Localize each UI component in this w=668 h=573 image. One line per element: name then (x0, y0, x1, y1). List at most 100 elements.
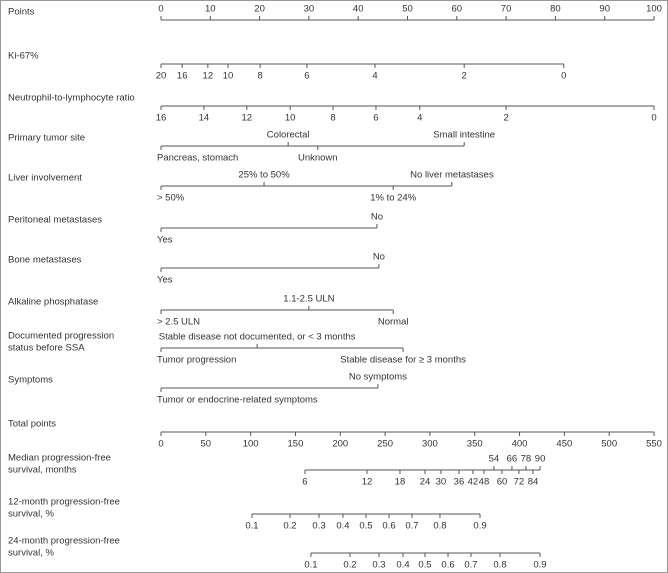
tick-label: 2 (503, 113, 508, 124)
tick-label: 0.3 (312, 521, 325, 532)
tick-label: 60 (452, 4, 463, 15)
row-name: Peritoneal metastases (8, 215, 102, 226)
tick-label: Stable disease not documented, or < 3 mo… (159, 332, 356, 343)
row-name: survival, % (8, 548, 54, 559)
tick-label: Normal (378, 317, 409, 328)
tick-label: 300 (422, 439, 438, 450)
tick-label: 80 (550, 4, 561, 15)
tick-label: 4 (372, 71, 377, 82)
tick-label: > 2.5 ULN (157, 317, 200, 328)
tick-label: 0.3 (372, 560, 385, 571)
tick-label: 10 (285, 113, 296, 124)
tick-label: 10 (205, 4, 216, 15)
tick-label: 12 (241, 113, 252, 124)
tick-label: Stable disease for ≥ 3 months (340, 355, 466, 366)
row-name: status before SSA (8, 343, 85, 354)
tick-label: No liver metastases (410, 170, 494, 181)
tick-label: 50 (402, 4, 413, 15)
tick-label: 36 (454, 477, 465, 488)
tick-label: Small intestine (433, 130, 495, 141)
tick-label: 12 (362, 477, 373, 488)
tick-label: 0.6 (382, 521, 395, 532)
tick-label: 16 (177, 71, 188, 82)
tick-label: 0.9 (533, 560, 546, 571)
tick-label: Yes (157, 275, 173, 286)
tick-label: 84 (528, 477, 539, 488)
tick-label: 0.9 (473, 521, 486, 532)
tick-label: 450 (556, 439, 572, 450)
tick-label: Tumor or endocrine-related symptoms (157, 395, 318, 406)
tick-label: 0.8 (493, 560, 506, 571)
tick-label: 0.2 (343, 560, 356, 571)
tick-label: 8 (330, 113, 335, 124)
row-name: survival, % (8, 509, 54, 520)
tick-label: 60 (497, 477, 508, 488)
tick-label: 20 (156, 71, 167, 82)
tick-label: 4 (417, 113, 422, 124)
tick-label: 0 (561, 71, 566, 82)
tick-label: 0.4 (336, 521, 349, 532)
row-name: Primary tumor site (8, 133, 85, 144)
tick-label: 8 (257, 71, 262, 82)
row-name: Bone metastases (8, 255, 82, 266)
tick-label: Tumor progression (157, 355, 236, 366)
tick-label: 78 (521, 454, 532, 465)
tick-label: No (371, 212, 383, 223)
row-name: Alkaline phosphatase (8, 297, 98, 308)
tick-label: 6 (373, 113, 378, 124)
tick-label: Colorectal (267, 130, 310, 141)
tick-label: 90 (599, 4, 610, 15)
tick-label: 40 (353, 4, 364, 15)
tick-label: 0.2 (283, 521, 296, 532)
tick-label: No (373, 252, 385, 263)
tick-label: 1.1-2.5 ULN (283, 294, 334, 305)
tick-label: 50 (201, 439, 212, 450)
tick-label: 10 (223, 71, 234, 82)
tick-label: 250 (377, 439, 393, 450)
tick-label: 0.6 (441, 560, 454, 571)
tick-label: 100 (646, 4, 662, 15)
row-name: Points (8, 7, 35, 18)
row-name: Documented progression (8, 331, 114, 342)
tick-label: 90 (535, 454, 546, 465)
tick-label: 150 (288, 439, 304, 450)
row-name: survival, months (8, 465, 77, 476)
tick-label: 42 (468, 477, 479, 488)
tick-label: 100 (243, 439, 259, 450)
tick-label: No symptoms (349, 372, 407, 383)
tick-label: 70 (501, 4, 512, 15)
tick-label: 500 (601, 439, 617, 450)
row-name: Ki-67% (8, 51, 39, 62)
row-name: 12-month progression-free (8, 497, 120, 508)
tick-label: 350 (467, 439, 483, 450)
tick-label: 200 (332, 439, 348, 450)
tick-label: 1% to 24% (370, 193, 416, 204)
row-name: Liver involvement (8, 173, 82, 184)
tick-label: 16 (156, 113, 167, 124)
tick-label: Yes (157, 235, 173, 246)
tick-label: 550 (646, 439, 662, 450)
tick-label: 66 (507, 454, 518, 465)
row-name: Neutrophil-to-lymphocyte ratio (8, 93, 135, 104)
row-name: 24-month progression-free (8, 536, 120, 547)
tick-label: Pancreas, stomach (157, 153, 238, 164)
tick-label: 0.7 (464, 560, 477, 571)
row-name: Median progression-free (8, 453, 111, 464)
tick-label: 400 (512, 439, 528, 450)
tick-label: 6 (302, 477, 307, 488)
tick-label: 0 (158, 4, 163, 15)
tick-label: 24 (420, 477, 431, 488)
tick-label: 0.8 (433, 521, 446, 532)
tick-label: 30 (304, 4, 315, 15)
tick-label: 48 (479, 477, 490, 488)
tick-label: 12 (203, 71, 214, 82)
tick-label: Unknown (298, 153, 338, 164)
tick-label: 0 (651, 113, 656, 124)
tick-label: > 50% (157, 193, 185, 204)
tick-label: 14 (199, 113, 210, 124)
tick-label: 0.7 (405, 521, 418, 532)
tick-label: 72 (514, 477, 525, 488)
tick-label: 30 (436, 477, 447, 488)
row-name: Symptoms (8, 375, 53, 386)
tick-label: 0.1 (245, 521, 258, 532)
